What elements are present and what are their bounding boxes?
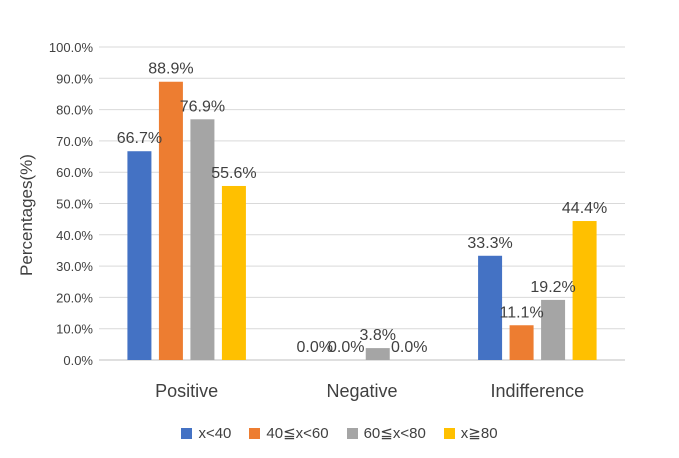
y-tick-label: 70.0%: [56, 134, 93, 149]
bar: [365, 348, 390, 360]
data-label: 3.8%: [360, 327, 396, 344]
bar: [158, 81, 183, 361]
data-label: 0.0%: [391, 339, 427, 356]
x-tick-label: Negative: [326, 381, 397, 401]
data-label: 76.9%: [180, 98, 225, 115]
x-axis-ticks: Positive Negative Indifference: [155, 381, 584, 401]
bars: [127, 81, 597, 361]
legend-item: 60≦x<80: [346, 424, 426, 442]
y-tick-label: 60.0%: [56, 165, 93, 180]
y-tick-label: 0.0%: [63, 353, 93, 368]
y-tick-label: 40.0%: [56, 228, 93, 243]
legend-swatch: [249, 427, 261, 439]
y-tick-label: 10.0%: [56, 322, 93, 337]
data-label: 66.7%: [117, 130, 162, 147]
bar: [541, 299, 566, 360]
x-tick-label: Positive: [155, 381, 218, 401]
bar: [478, 255, 503, 360]
legend-label: 60≦x<80: [363, 425, 426, 442]
legend-item: x≧80: [443, 424, 498, 442]
y-tick-label: 80.0%: [56, 103, 93, 118]
data-label: 55.6%: [211, 165, 256, 182]
legend-item: 40≦x<60: [249, 424, 329, 442]
data-label: 0.0%: [297, 339, 333, 356]
y-tick-label: 30.0%: [56, 259, 93, 274]
data-labels: 66.7%88.9%76.9%55.6%0.0%0.0%3.8%0.0%33.3…: [117, 61, 608, 356]
legend-swatch: [346, 427, 358, 439]
bar: [509, 325, 534, 360]
legend-swatch: [181, 427, 193, 439]
data-label: 33.3%: [467, 235, 512, 252]
y-tick-label: 90.0%: [56, 71, 93, 86]
data-label: 19.2%: [530, 279, 575, 296]
legend-label: x<40: [198, 424, 232, 442]
y-tick-label: 100.0%: [49, 40, 94, 55]
legend-swatch: [443, 427, 455, 439]
data-label: 0.0%: [328, 339, 364, 356]
legend: x<40 40≦x<60 60≦x<80 x≧80: [0, 424, 679, 442]
data-label: 44.4%: [562, 200, 607, 217]
legend-item: x<40: [181, 424, 231, 442]
bar: [221, 185, 246, 360]
data-label: 88.9%: [148, 61, 193, 78]
bar: [190, 119, 215, 360]
x-tick-label: Indifference: [490, 381, 584, 401]
y-axis-label: Percentages(%): [17, 154, 36, 276]
legend-label: 40≦x<60: [266, 425, 329, 442]
y-axis-ticks: 0.0% 10.0% 20.0% 30.0% 40.0% 50.0% 60.0% 70.0% 8…: [49, 40, 94, 368]
data-label: 11.1%: [499, 304, 543, 321]
bar: [127, 151, 152, 360]
y-tick-label: 50.0%: [56, 197, 93, 212]
legend-label: x≧80: [460, 425, 498, 442]
y-tick-label: 20.0%: [56, 290, 93, 305]
bar: [572, 221, 597, 360]
gridlines: [99, 46, 625, 361]
